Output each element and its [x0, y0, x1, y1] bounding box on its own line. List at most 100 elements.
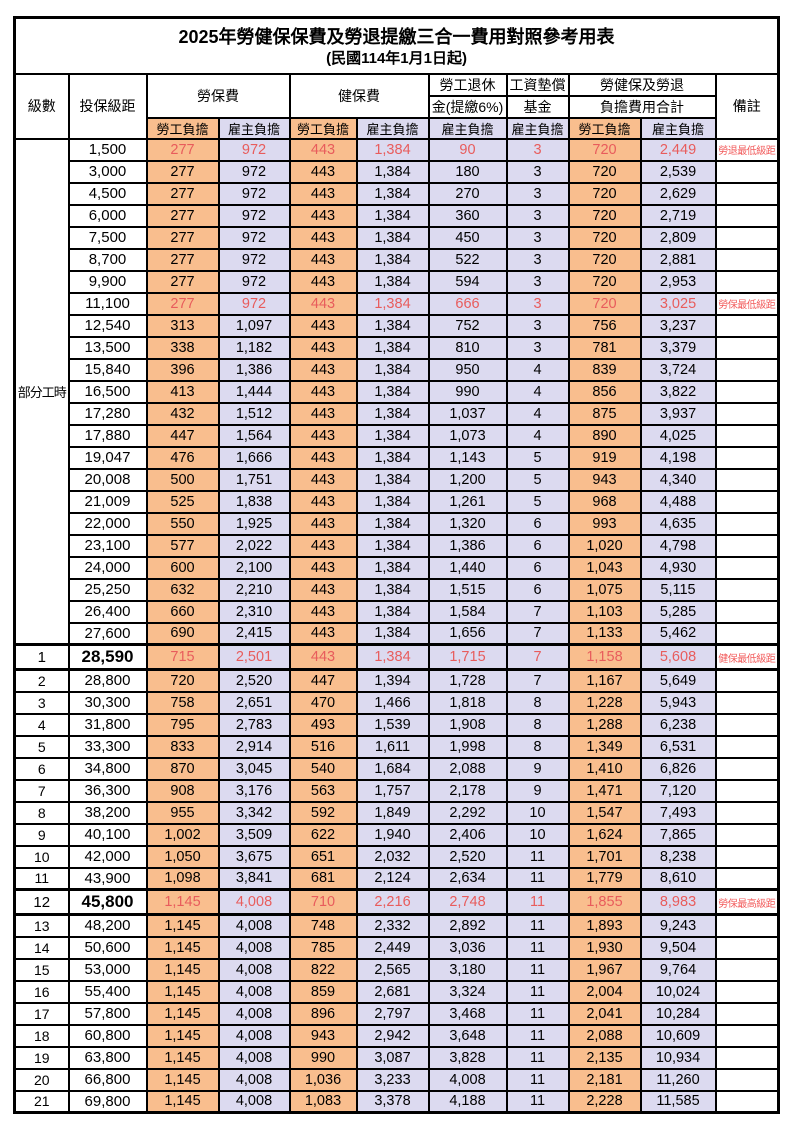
cell-pension-employer: 1,515: [427, 577, 508, 602]
cell-health-employee: 443: [288, 357, 358, 382]
cell-note: [714, 866, 780, 891]
header-health-fee: 健保費: [288, 72, 430, 119]
cell-note: [714, 203, 780, 228]
cell-health-employee: 443: [288, 313, 358, 338]
cell-note: [714, 935, 780, 960]
cell-total-employer: 9,764: [639, 957, 717, 982]
cell-total-employee: 968: [567, 489, 642, 514]
cell-total-employee: 1,133: [567, 621, 642, 646]
cell-wage-fund-employer: 11: [505, 844, 570, 869]
table-title-block: 2025年勞健保保費及勞退提繳三合一費用對照參考用表 (民國114年1月1日起): [13, 16, 780, 75]
cell-note: [714, 555, 780, 580]
cell-labor-employer: 972: [217, 203, 291, 228]
cell-total-employee: 1,855: [567, 888, 642, 916]
cell-labor-employer: 4,008: [217, 979, 291, 1004]
cell-wage-fund-employer: 4: [505, 423, 570, 448]
cell-bracket: 24,000: [67, 555, 148, 580]
table-row: 17,880 447 1,564 443 1,384 1,073 4 890 4,025: [15, 423, 780, 448]
cell-pension-employer: 270: [427, 181, 508, 206]
cell-pension-employer: 2,178: [427, 778, 508, 803]
cell-total-employer: 10,024: [639, 979, 717, 1004]
cell-level: 18: [13, 1023, 70, 1048]
cell-pension-employer: 1,818: [427, 690, 508, 715]
header-wage-fund-line2: 基金: [505, 94, 570, 119]
table-row: 2 28,800 720 2,520 447 1,394 1,728 7 1,167 5,649: [13, 668, 780, 693]
cell-labor-employer: 2,520: [217, 668, 291, 693]
cell-labor-employer: 972: [217, 291, 291, 316]
cell-labor-employee: 795: [145, 712, 220, 737]
cell-health-employer: 1,384: [355, 599, 430, 624]
table-row: 3 30,300 758 2,651 470 1,466 1,818 8 1,228 5,943: [13, 690, 780, 715]
cell-wage-fund-employer: 8: [505, 712, 570, 737]
table-row: 4,500 277 972 443 1,384 270 3 720 2,629: [15, 181, 780, 206]
cell-pension-employer: 3,828: [427, 1045, 508, 1070]
table-row: 6,000 277 972 443 1,384 360 3 720 2,719: [15, 203, 780, 228]
cell-pension-employer: 810: [427, 335, 508, 360]
cell-total-employer: 11,260: [639, 1067, 717, 1092]
cell-labor-employee: 1,145: [145, 913, 220, 938]
cell-labor-employer: 1,564: [217, 423, 291, 448]
table-row: 27,600 690 2,415 443 1,384 1,656 7 1,133 5,462: [15, 621, 780, 646]
cell-total-employee: 720: [567, 203, 642, 228]
cell-labor-employer: 2,651: [217, 690, 291, 715]
cell-note: [714, 979, 780, 1004]
cell-labor-employer: 2,415: [217, 621, 291, 646]
cell-pension-employer: 666: [427, 291, 508, 316]
cell-labor-employer: 1,751: [217, 467, 291, 492]
cell-pension-employer: 1,998: [427, 734, 508, 759]
cell-health-employer: 1,384: [355, 489, 430, 514]
cell-bracket: 12,540: [67, 313, 148, 338]
cell-labor-employee: 277: [145, 203, 220, 228]
header-level: 級數: [13, 72, 70, 140]
cell-total-employer: 10,284: [639, 1001, 717, 1026]
cell-labor-employee: 720: [145, 668, 220, 693]
cell-bracket: 63,800: [67, 1045, 148, 1070]
header-row-main: 級數 投保級距 勞保費 健保費 勞工退休 工資墊償 勞健保及勞退 備註: [13, 72, 780, 140]
cell-bracket: 17,880: [67, 423, 148, 448]
cell-bracket: 19,047: [67, 445, 148, 470]
cell-level: 2: [13, 668, 70, 693]
cell-health-employer: 1,384: [355, 577, 430, 602]
cell-total-employer: 8,983: [639, 888, 717, 916]
cell-note: [714, 1023, 780, 1048]
cell-total-employer: 9,243: [639, 913, 717, 938]
cell-level: 20: [13, 1067, 70, 1092]
cell-total-employee: 720: [567, 225, 642, 250]
cell-health-employer: 1,394: [355, 668, 430, 693]
cell-health-employee: 443: [288, 291, 358, 316]
cell-pension-employer: 1,386: [427, 533, 508, 558]
cell-bracket: 55,400: [67, 979, 148, 1004]
cell-note: [714, 181, 780, 206]
cell-wage-fund-employer: 3: [505, 203, 570, 228]
cell-pension-employer: 180: [427, 159, 508, 184]
cell-pension-employer: 3,180: [427, 957, 508, 982]
cell-note: [714, 1045, 780, 1070]
cell-labor-employer: 4,008: [217, 1023, 291, 1048]
cell-level: 3: [13, 690, 70, 715]
cell-labor-employee: 1,098: [145, 866, 220, 891]
table-row: 22,000 550 1,925 443 1,384 1,320 6 993 4,635: [15, 511, 780, 536]
cell-wage-fund-employer: 3: [505, 181, 570, 206]
cell-labor-employer: 3,675: [217, 844, 291, 869]
cell-note: [714, 913, 780, 938]
cell-labor-employee: 277: [145, 181, 220, 206]
cell-labor-employer: 972: [217, 181, 291, 206]
cell-level: 16: [13, 979, 70, 1004]
cell-total-employee: 756: [567, 313, 642, 338]
cell-total-employee: 2,041: [567, 1001, 642, 1026]
cell-total-employer: 7,493: [639, 800, 717, 825]
cell-total-employer: 4,488: [639, 489, 717, 514]
cell-health-employer: 1,384: [355, 643, 430, 671]
cell-labor-employer: 3,342: [217, 800, 291, 825]
cell-labor-employer: 2,022: [217, 533, 291, 558]
cell-labor-employee: 1,145: [145, 1045, 220, 1070]
cell-health-employer: 2,124: [355, 866, 430, 891]
cell-health-employer: 1,384: [355, 511, 430, 536]
cell-health-employer: 1,384: [355, 423, 430, 448]
table-row: 13,500 338 1,182 443 1,384 810 3 781 3,379: [15, 335, 780, 360]
cell-wage-fund-employer: 7: [505, 643, 570, 671]
cell-health-employer: 2,565: [355, 957, 430, 982]
cell-total-employee: 1,158: [567, 643, 642, 671]
table-row: 21 69,800 1,145 4,008 1,083 3,378 4,188 11 2,228…: [13, 1089, 780, 1114]
cell-health-employee: 443: [288, 423, 358, 448]
